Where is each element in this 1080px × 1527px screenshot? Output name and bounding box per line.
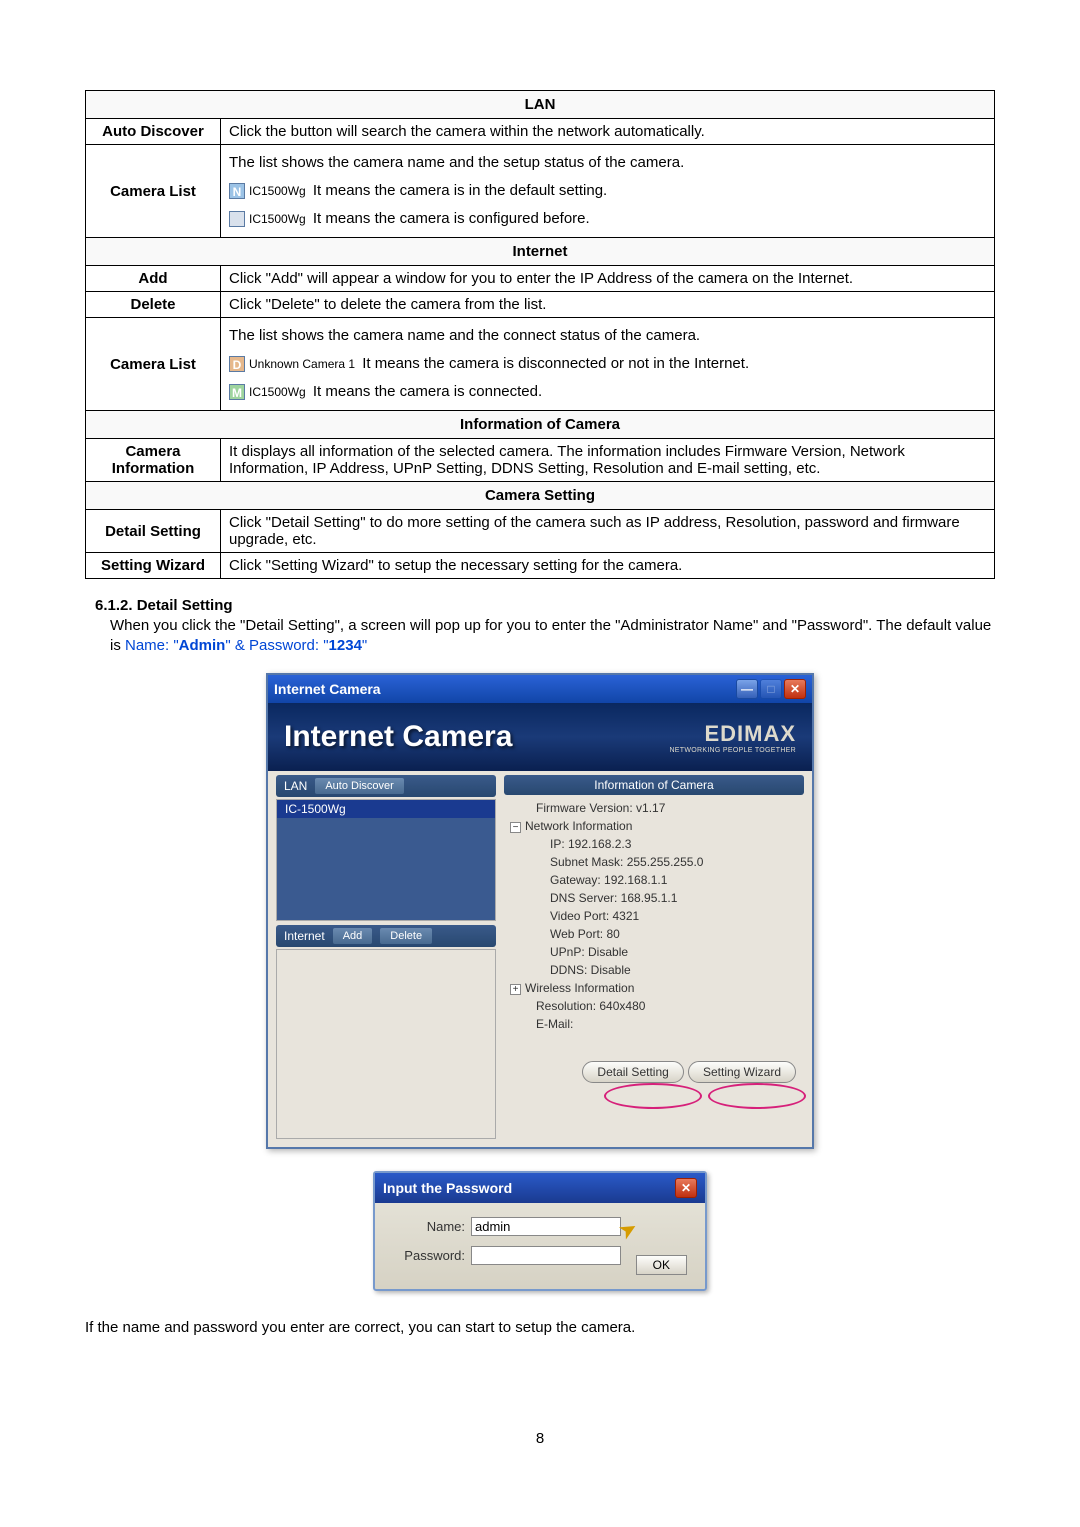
auto-discover-label: Auto Discover [86,119,221,145]
info-subnet: Subnet Mask: 255.255.255.0 [510,853,798,871]
camera-list-lan-label: Camera List [86,145,221,238]
lan-n-desc: It means the camera is in the default se… [313,182,607,199]
net-info-node: Network Information [525,819,632,833]
camera-list-lan-intro: The list shows the camera name and the s… [229,149,986,177]
setting-wizard-label: Setting Wizard [86,553,221,579]
int-m-desc: It means the camera is connected. [313,383,542,400]
lan-camera-listbox[interactable]: IC-1500Wg [276,799,496,921]
camera-list-int-label: Camera List [86,318,221,411]
auto-discover-button[interactable]: Auto Discover [315,778,403,794]
setting-wizard-desc: Click "Setting Wizard" to setup the nece… [221,553,995,579]
default-name-value: Admin [179,637,226,654]
logo-text: EDIMAX [669,721,796,747]
lan-n-cam: IC1500Wg [246,178,309,204]
camera-list-int-intro: The list shows the camera name and the c… [229,322,986,350]
internet-panel-header: Internet Add Delete [276,925,496,947]
camera-list-int-desc: The list shows the camera name and the c… [221,318,995,411]
banner-title: Internet Camera [284,720,512,754]
info-wport: Web Port: 80 [510,925,798,943]
lan-def-cam: IC1500Wg [246,206,309,232]
password-dialog-titlebar[interactable]: Input the Password ✕ [375,1173,705,1203]
wifi-info-node: Wireless Information [525,981,634,995]
add-button[interactable]: Add [333,928,373,944]
info-resolution: Resolution: 640x480 [510,997,798,1015]
internet-section-header: Internet [86,238,995,266]
section-heading: 6.1.2. Detail Setting [85,597,995,614]
info-gateway: Gateway: 192.168.1.1 [510,871,798,889]
camera-info-area: Firmware Version: v1.17 −Network Informa… [504,795,804,1037]
password-input[interactable] [471,1246,621,1265]
window-banner: Internet Camera EDIMAX NETWORKING PEOPLE… [268,703,812,771]
internet-camera-listbox[interactable] [276,949,496,1139]
logo-tagline: NETWORKING PEOPLE TOGETHER [669,747,796,754]
cam-info-desc: It displays all information of the selec… [221,439,995,482]
n-icon: N [229,183,245,199]
info-upnp: UPnP: Disable [510,943,798,961]
delete-label: Delete [86,292,221,318]
int-m-cam: IC1500Wg [246,379,309,405]
info-section-header: Information of Camera [86,411,995,439]
info-vport: Video Port: 4321 [510,907,798,925]
tree-collapse-icon[interactable]: − [510,822,521,833]
d-icon: D [229,356,245,372]
window-title: Internet Camera [274,681,381,697]
lan-label: LAN [284,779,307,793]
highlight-circle-detail [604,1083,702,1109]
password-close-button[interactable]: ✕ [675,1178,697,1198]
setting-wizard-button[interactable]: Setting Wizard [688,1061,796,1083]
default-name-label: Name: " [125,637,179,654]
ok-button[interactable]: OK [636,1255,687,1275]
int-d-cam: Unknown Camera 1 [246,351,358,377]
default-name-end: " & [225,637,249,654]
section-body: When you click the "Detail Setting", a s… [85,616,995,655]
lan-section-header: LAN [86,91,995,119]
lan-panel-header: LAN Auto Discover [276,775,496,797]
info-panel-header: Information of Camera [504,775,804,795]
int-d-desc: It means the camera is disconnected or n… [362,355,749,372]
lan-list-item-selected[interactable]: IC-1500Wg [277,800,495,818]
lan-def-desc: It means the camera is configured before… [313,210,590,227]
default-pwd-value: 1234 [329,637,362,654]
add-desc: Click "Add" will appear a window for you… [221,266,995,292]
default-pwd-label: Password: " [249,637,329,654]
detail-setting-button[interactable]: Detail Setting [582,1061,683,1083]
m-icon: M [229,384,245,400]
maximize-button: □ [760,679,782,699]
add-label: Add [86,266,221,292]
detail-setting-label: Detail Setting [86,510,221,553]
reference-table: LAN Auto Discover Click the button will … [85,90,995,579]
delete-desc: Click "Delete" to delete the camera from… [221,292,995,318]
tree-expand-icon[interactable]: + [510,984,521,995]
info-email: E-Mail: [510,1015,798,1033]
setting-section-header: Camera Setting [86,482,995,510]
cam-info-label: Camera Information [86,439,221,482]
page-number: 8 [85,1430,995,1447]
camera-list-lan-desc: The list shows the camera name and the s… [221,145,995,238]
internet-label: Internet [284,929,325,943]
window-titlebar[interactable]: Internet Camera — □ ✕ [268,675,812,703]
name-label: Name: [391,1219,471,1234]
delete-button[interactable]: Delete [380,928,432,944]
close-button[interactable]: ✕ [784,679,806,699]
edimax-logo: EDIMAX NETWORKING PEOPLE TOGETHER [669,721,796,754]
highlight-circle-wizard [708,1083,806,1109]
detail-setting-desc: Click "Detail Setting" to do more settin… [221,510,995,553]
internet-camera-window: Internet Camera — □ ✕ Internet Camera ED… [266,673,814,1149]
password-dialog-title: Input the Password [383,1180,512,1196]
fw-version: Firmware Version: v1.17 [510,799,798,817]
minimize-button[interactable]: — [736,679,758,699]
info-ip: IP: 192.168.2.3 [510,835,798,853]
blank-icon [229,211,245,227]
default-pwd-end: " [362,637,367,654]
password-label: Password: [391,1248,471,1263]
auto-discover-desc: Click the button will search the camera … [221,119,995,145]
password-dialog: Input the Password ✕ Name: Password: OK … [373,1171,707,1291]
info-dns: DNS Server: 168.95.1.1 [510,889,798,907]
footer-text: If the name and password you enter are c… [85,1319,995,1336]
name-input[interactable] [471,1217,621,1236]
info-ddns: DDNS: Disable [510,961,798,979]
